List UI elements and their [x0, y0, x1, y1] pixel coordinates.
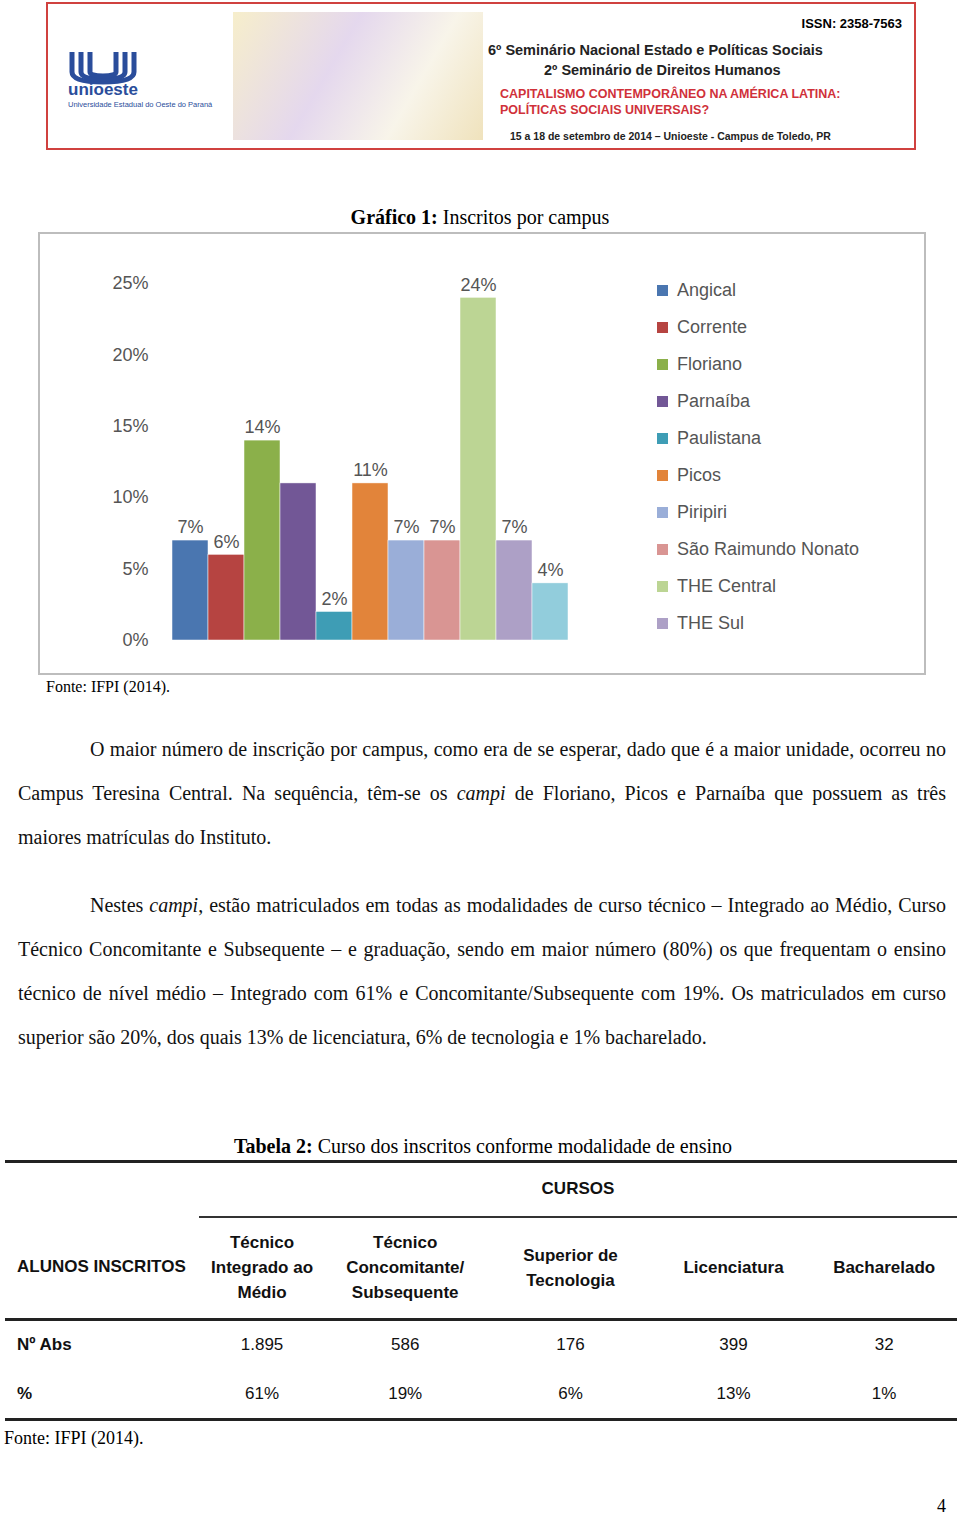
html-text:Tabela 2: Curso dos inscritos: Tabela 2: Curso dos inscritos conforme m… — [233, 1135, 732, 1157]
svg-text:7%: 7% — [501, 517, 527, 537]
html-text:32: 32 — [874, 1335, 894, 1355]
svg-text:7%: 7% — [177, 517, 203, 537]
html-text:Paulistana: Paulistana — [677, 428, 762, 448]
html-text:13%: 13% — [716, 1383, 751, 1403]
svg-text:15%: 15% — [112, 416, 148, 436]
svg-text:11%: 11% — [353, 460, 388, 480]
html-text:unioeste: unioeste — [68, 80, 138, 99]
html-text:Fonte: IFPI (2014).: Fonte: IFPI (2014). — [46, 678, 170, 695]
html-text:Nº Abs: Nº Abs — [17, 1335, 72, 1355]
svg-text:10%: 10% — [112, 487, 148, 507]
html-text:Técnico Concomitante/ Subseque: Técnico Concomitante/ Subsequente — [346, 1233, 465, 1303]
html-text:THE Central: THE Central — [677, 576, 776, 596]
html-text:Bacharelado: Bacharelado — [833, 1258, 936, 1278]
html-text:ISSN: 2358-7563: ISSN: 2358-7563 — [801, 16, 902, 31]
html-text:6º Seminário Nacional Estado e: 6º Seminário Nacional Estado e Políticas… — [488, 42, 823, 58]
svg-text:5%: 5% — [122, 559, 148, 579]
html-text:399: 399 — [719, 1335, 748, 1355]
html-text:6%: 6% — [558, 1383, 583, 1403]
html-text:2º Seminário de Direitos Human: 2º Seminário de Direitos Humanos — [544, 62, 781, 78]
html-text:586: 586 — [391, 1335, 420, 1355]
svg-text:20%: 20% — [112, 345, 148, 365]
html-text:61%: 61% — [245, 1383, 279, 1403]
html-text:Licenciatura: Licenciatura — [683, 1258, 784, 1278]
html-text:POLÍTICAS SOCIAIS UNIVERSAIS?: POLÍTICAS SOCIAIS UNIVERSAIS? — [500, 103, 710, 117]
html-text:1.895: 1.895 — [240, 1335, 284, 1355]
svg-text:14%: 14% — [244, 417, 280, 437]
html-text:19%: 19% — [388, 1383, 423, 1403]
html-text:CURSOS: CURSOS — [541, 1179, 615, 1199]
html-text:176: 176 — [556, 1335, 585, 1355]
html-text:THE Sul: THE Sul — [677, 613, 744, 633]
svg-text:4%: 4% — [537, 560, 563, 580]
html-text:4: 4 — [937, 1496, 946, 1516]
html-text:Universidade Estadual do Oeste: Universidade Estadual do Oeste do Paraná — [68, 100, 213, 109]
html-text:São Raimundo Nonato: São Raimundo Nonato — [677, 539, 860, 559]
html-text:Superior de Tecnologia: Superior de Tecnologia — [523, 1245, 618, 1290]
html-text:Técnico Integrado ao Médio: Técnico Integrado ao Médio — [211, 1233, 313, 1303]
html-text:15 a 18 de setembro de 2014 –: 15 a 18 de setembro de 2014 – Unioeste -… — [510, 130, 831, 142]
html-text:Floriano: Floriano — [677, 354, 742, 374]
html-text:Angical: Angical — [677, 280, 736, 300]
html-text:Picos: Picos — [677, 465, 721, 485]
svg-text:7%: 7% — [429, 517, 455, 537]
svg-text:2%: 2% — [321, 589, 347, 609]
svg-text:7%: 7% — [393, 517, 419, 537]
html-text:Fonte: IFPI (2014).: Fonte: IFPI (2014). — [4, 1428, 144, 1448]
html-text:Corrente: Corrente — [677, 317, 747, 337]
html-text:Parnaíba: Parnaíba — [677, 391, 751, 411]
html-text:ALUNOS INSCRITOS: ALUNOS INSCRITOS — [17, 1257, 186, 1277]
html-text:Gráfico 1: Inscritos por campu: Gráfico 1: Inscritos por campus — [350, 206, 610, 228]
svg-text:24%: 24% — [460, 275, 496, 295]
svg-text:0%: 0% — [122, 630, 148, 650]
html-text:Nestes campi, estão matriculad: Nestes campi, estão matriculados em toda… — [18, 894, 946, 1048]
html-text:Piripiri: Piripiri — [677, 502, 727, 522]
html-text:O maior número de inscrição po: O maior número de inscrição por campus, … — [18, 738, 946, 848]
html-text:1%: 1% — [871, 1383, 897, 1403]
svg-text:25%: 25% — [112, 273, 148, 293]
html-text:CAPITALISMO CONTEMPORÂNEO NA A: CAPITALISMO CONTEMPORÂNEO NA AMÉRICA LAT… — [500, 87, 841, 101]
svg-text:6%: 6% — [213, 532, 239, 552]
